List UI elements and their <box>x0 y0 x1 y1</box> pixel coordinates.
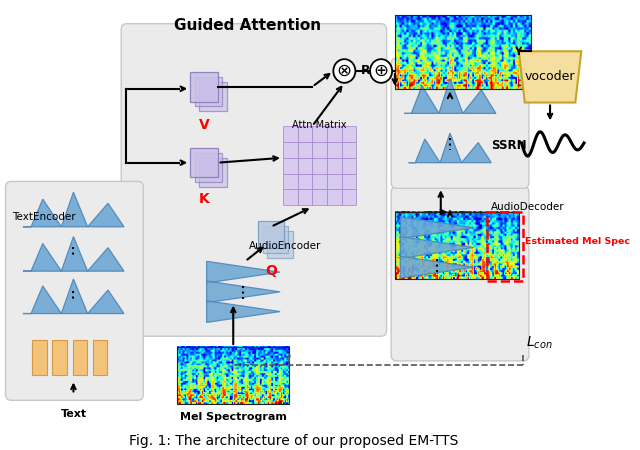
FancyBboxPatch shape <box>391 186 529 361</box>
Bar <box>283 126 298 142</box>
Bar <box>312 142 327 158</box>
Bar <box>486 212 524 281</box>
Bar <box>283 158 298 174</box>
Text: Attn Matrix: Attn Matrix <box>292 120 347 130</box>
Polygon shape <box>401 217 474 239</box>
Bar <box>32 340 47 375</box>
Bar <box>298 158 312 174</box>
Circle shape <box>333 59 355 83</box>
Bar <box>298 189 312 205</box>
Bar <box>199 82 227 112</box>
Text: Q: Q <box>265 264 277 278</box>
Text: R: R <box>361 64 371 77</box>
Bar <box>342 158 356 174</box>
Polygon shape <box>408 133 492 163</box>
Bar <box>268 231 293 258</box>
Text: Text: Text <box>60 409 86 419</box>
Polygon shape <box>519 51 581 103</box>
Text: ⊕: ⊕ <box>374 62 388 80</box>
Text: Estimated Mel Spec: Estimated Mel Spec <box>525 237 630 246</box>
Bar <box>190 148 218 177</box>
Bar <box>199 158 227 187</box>
Polygon shape <box>23 192 124 227</box>
Bar <box>195 77 222 107</box>
Bar <box>190 72 218 102</box>
Polygon shape <box>23 279 124 314</box>
Bar <box>342 174 356 189</box>
Bar <box>298 174 312 189</box>
Bar <box>312 189 327 205</box>
Bar <box>298 142 312 158</box>
Polygon shape <box>207 301 280 322</box>
Text: SSRN: SSRN <box>492 140 527 153</box>
Bar <box>72 340 87 375</box>
Text: K: K <box>198 192 209 206</box>
Text: $L_{con}$: $L_{con}$ <box>526 335 553 351</box>
Bar <box>327 189 342 205</box>
Polygon shape <box>207 281 280 303</box>
Text: TextEncoder: TextEncoder <box>12 212 76 222</box>
Bar <box>312 126 327 142</box>
Bar <box>342 189 356 205</box>
Bar <box>52 340 67 375</box>
Bar <box>395 15 531 89</box>
Bar <box>93 340 108 375</box>
Polygon shape <box>207 261 280 283</box>
Bar <box>177 347 289 404</box>
Text: Fig. 1: The architecture of our proposed EM-TTS: Fig. 1: The architecture of our proposed… <box>129 434 458 448</box>
Text: V: V <box>198 118 209 132</box>
Bar <box>283 189 298 205</box>
Bar <box>327 142 342 158</box>
Bar <box>342 126 356 142</box>
FancyBboxPatch shape <box>391 58 529 189</box>
Polygon shape <box>401 237 474 258</box>
Bar <box>327 126 342 142</box>
Polygon shape <box>401 256 474 278</box>
Bar <box>327 158 342 174</box>
Bar <box>312 158 327 174</box>
Bar <box>342 142 356 158</box>
Text: Mel Spectrogram: Mel Spectrogram <box>180 412 287 422</box>
Bar <box>258 221 284 248</box>
Polygon shape <box>23 237 124 271</box>
Bar <box>195 153 222 182</box>
Bar <box>395 212 519 279</box>
Bar <box>283 142 298 158</box>
Text: Guided Attention: Guided Attention <box>174 18 321 33</box>
FancyBboxPatch shape <box>121 24 387 336</box>
Text: AudioEncoder: AudioEncoder <box>248 242 321 252</box>
FancyBboxPatch shape <box>6 181 143 400</box>
Text: vocoder: vocoder <box>525 70 575 83</box>
Bar <box>327 174 342 189</box>
Text: AudioDecoder: AudioDecoder <box>492 202 565 212</box>
Circle shape <box>370 59 392 83</box>
Bar <box>312 174 327 189</box>
Bar <box>262 226 289 253</box>
Bar <box>283 174 298 189</box>
Polygon shape <box>404 79 496 113</box>
Text: ⊗: ⊗ <box>337 62 352 80</box>
Bar <box>298 126 312 142</box>
